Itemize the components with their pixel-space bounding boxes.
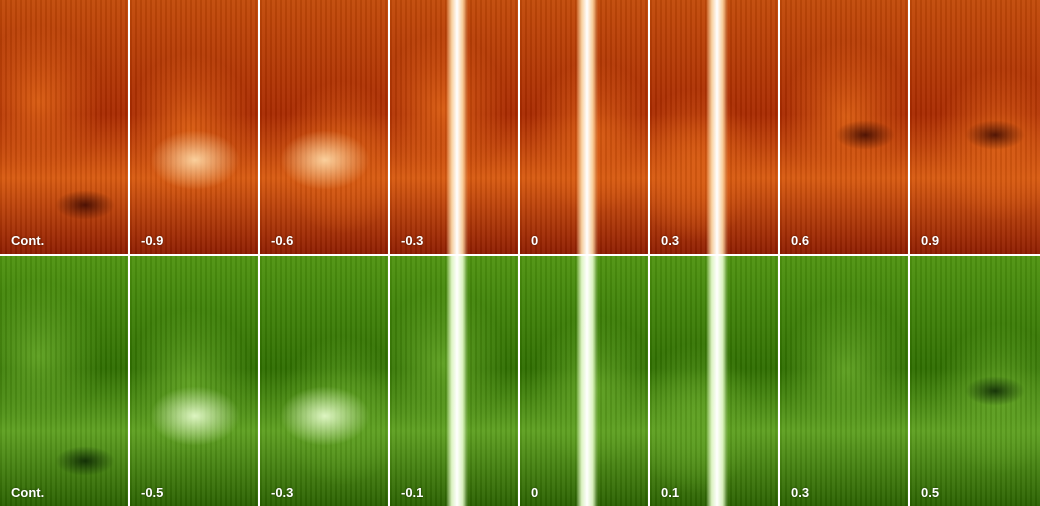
bright-feature bbox=[150, 386, 240, 446]
image-panel: -0.3 bbox=[260, 256, 388, 506]
panel-label: -0.6 bbox=[271, 233, 294, 248]
dark-feature bbox=[965, 376, 1025, 406]
bright-streak bbox=[446, 256, 468, 506]
dark-feature bbox=[55, 446, 115, 476]
bright-streak bbox=[446, 0, 468, 254]
image-panel: 0 bbox=[520, 256, 648, 506]
image-panel: 0.5 bbox=[910, 256, 1040, 506]
image-panel: 0.1 bbox=[650, 256, 778, 506]
image-panel: Cont. bbox=[0, 256, 128, 506]
bright-feature bbox=[280, 386, 370, 446]
panel-label: -0.5 bbox=[141, 485, 164, 500]
panel-label: Cont. bbox=[11, 485, 45, 500]
image-panel: 0.3 bbox=[780, 256, 908, 506]
image-panel: 0 bbox=[520, 0, 648, 254]
bright-streak bbox=[576, 0, 598, 254]
image-panel: Cont. bbox=[0, 0, 128, 254]
bright-streak bbox=[706, 256, 728, 506]
panel-label: Cont. bbox=[11, 233, 45, 248]
panel-label: -0.9 bbox=[141, 233, 164, 248]
panel-label: 0.6 bbox=[791, 233, 810, 248]
image-panel: -0.3 bbox=[390, 0, 518, 254]
panel-label: 0.3 bbox=[791, 485, 810, 500]
bright-feature bbox=[150, 130, 240, 190]
image-panel: -0.5 bbox=[130, 256, 258, 506]
panel-label: 0.1 bbox=[661, 485, 680, 500]
panel-label: 0.9 bbox=[921, 233, 940, 248]
image-panel: 0.3 bbox=[650, 0, 778, 254]
image-panel: -0.1 bbox=[390, 256, 518, 506]
panel-label: -0.1 bbox=[401, 485, 424, 500]
bright-streak bbox=[576, 256, 598, 506]
panel-label: -0.3 bbox=[271, 485, 294, 500]
bright-feature bbox=[280, 130, 370, 190]
image-panel: 0.9 bbox=[910, 0, 1040, 254]
bright-streak bbox=[706, 0, 728, 254]
panel-label: -0.3 bbox=[401, 233, 424, 248]
dark-feature bbox=[965, 120, 1025, 150]
panel-label: 0 bbox=[531, 485, 539, 500]
panel-label: 0.3 bbox=[661, 233, 680, 248]
image-panel: 0.6 bbox=[780, 0, 908, 254]
dark-feature bbox=[835, 120, 895, 150]
dark-feature bbox=[55, 190, 115, 220]
image-panel: -0.9 bbox=[130, 0, 258, 254]
panel-label: 0 bbox=[531, 233, 539, 248]
panel-label: 0.5 bbox=[921, 485, 940, 500]
image-panel: -0.6 bbox=[260, 0, 388, 254]
